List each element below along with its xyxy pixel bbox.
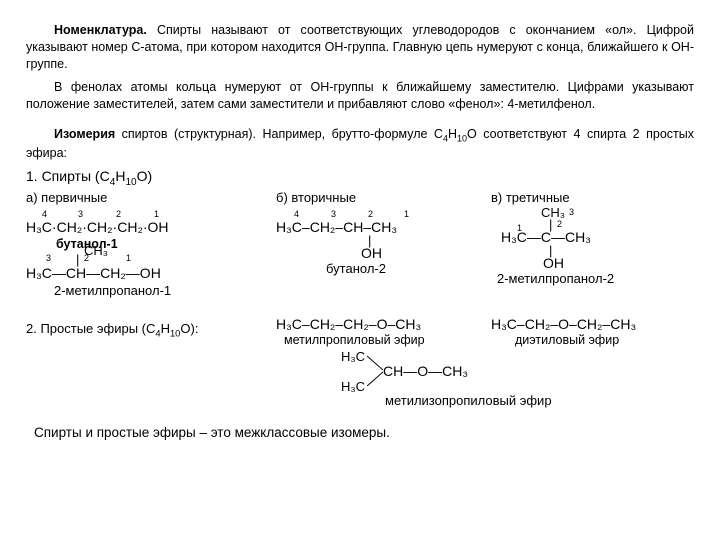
butanol1-structure: 4 3 2 1 H₃C·CH₂·CH₂·CH₂·OH бутанол-1	[26, 209, 276, 253]
alcohols-section: 1. Спирты (С4Н10О) а) первичные 4 3 2 1 …	[26, 168, 694, 313]
primary-label: а) первичные	[26, 190, 276, 205]
methylpropanol1-formula: H₃C―CH―CH₂―OH	[26, 265, 161, 281]
butanol2-structure: 4 3 2 1 H₃C–CH₂–CH–CH₃ | OH бутанол-2	[276, 209, 491, 283]
ethers-title-col: 2. Простые эфиры (С4Н10О):	[26, 317, 276, 347]
methylisopropyl-ether: H₃C CH―O―CH₃ H₃C метилизопропиловый эфир	[341, 349, 694, 411]
butanol1-formula: H₃C·CH₂·CH₂·CH₂·OH	[26, 219, 169, 235]
primary-alcohols-col: а) первичные 4 3 2 1 H₃C·CH₂·CH₂·CH₂·OH …	[26, 190, 276, 313]
paragraph-nomenclature: Номенклатура. Спирты называют от соответ…	[26, 22, 694, 73]
methylpropanol1-structure: 3 2 1 | CH₃ H₃C―CH―CH₂―OH 2-метилпропано…	[26, 253, 276, 313]
tertiary-label: в) третичные	[491, 190, 691, 205]
methylpropanol2-formula: H₃C―C―CH₃	[501, 229, 591, 245]
isomerism-heading: Изомерия	[54, 127, 115, 141]
butanol2-formula: H₃C–CH₂–CH–CH₃	[276, 219, 397, 235]
methylpropanol2-structure: CH₃ 3 | 2 H₃C―C―CH₃ 1 | OH 2-метилпропан…	[491, 209, 691, 299]
methylpropanol2-caption: 2-метилпропанол-2	[497, 271, 614, 286]
diethyl-ether: H₃C–CH₂–O–CH₂–CH₃ диэтиловый эфир	[491, 317, 691, 347]
methylpropyl-ether: H₃C–CH₂–CH₂–O–CH₃ метилпропиловый эфир	[276, 317, 491, 347]
methylisopropyl-formula: CH―O―CH₃	[383, 363, 468, 379]
methylisopropyl-caption: метилизопропиловый эфир	[385, 393, 552, 408]
alcohols-row: а) первичные 4 3 2 1 H₃C·CH₂·CH₂·CH₂·OH …	[26, 190, 694, 313]
alcohols-title: 1. Спирты (С4Н10О)	[26, 168, 694, 188]
phenols-text: В фенолах атомы кольца нумеруют от ОН-гр…	[26, 80, 694, 111]
paragraph-isomerism: Изомерия спиртов (структурная). Например…	[26, 126, 694, 162]
diethyl-formula: H₃C–CH₂–O–CH₂–CH₃	[491, 317, 691, 331]
diethyl-caption: диэтиловый эфир	[515, 333, 691, 347]
methylpropyl-formula: H₃C–CH₂–CH₂–O–CH₃	[276, 317, 491, 331]
paragraph-phenols: В фенолах атомы кольца нумеруют от ОН-гр…	[26, 79, 694, 113]
conclusion-text: Спирты и простые эфиры – это межклассовы…	[26, 425, 694, 440]
tertiary-alcohols-col: в) третичные CH₃ 3 | 2 H₃C―C―CH₃ 1 | OH …	[491, 190, 691, 313]
secondary-alcohols-col: б) вторичные 4 3 2 1 H₃C–CH₂–CH–CH₃ | OH…	[276, 190, 491, 313]
isomerism-text-1: спиртов (структурная). Например, брутто-…	[115, 127, 443, 141]
document-page: Номенклатура. Спирты называют от соответ…	[0, 0, 720, 450]
ethers-section: 2. Простые эфиры (С4Н10О): H₃C–CH₂–CH₂–O…	[26, 317, 694, 347]
secondary-label: б) вторичные	[276, 190, 491, 205]
nomenclature-heading: Номенклатура.	[54, 23, 147, 37]
methylpropyl-caption: метилпропиловый эфир	[284, 333, 491, 347]
butanol2-caption: бутанол-2	[326, 261, 386, 276]
methylpropanol1-caption: 2-метилпропанол-1	[54, 283, 171, 298]
